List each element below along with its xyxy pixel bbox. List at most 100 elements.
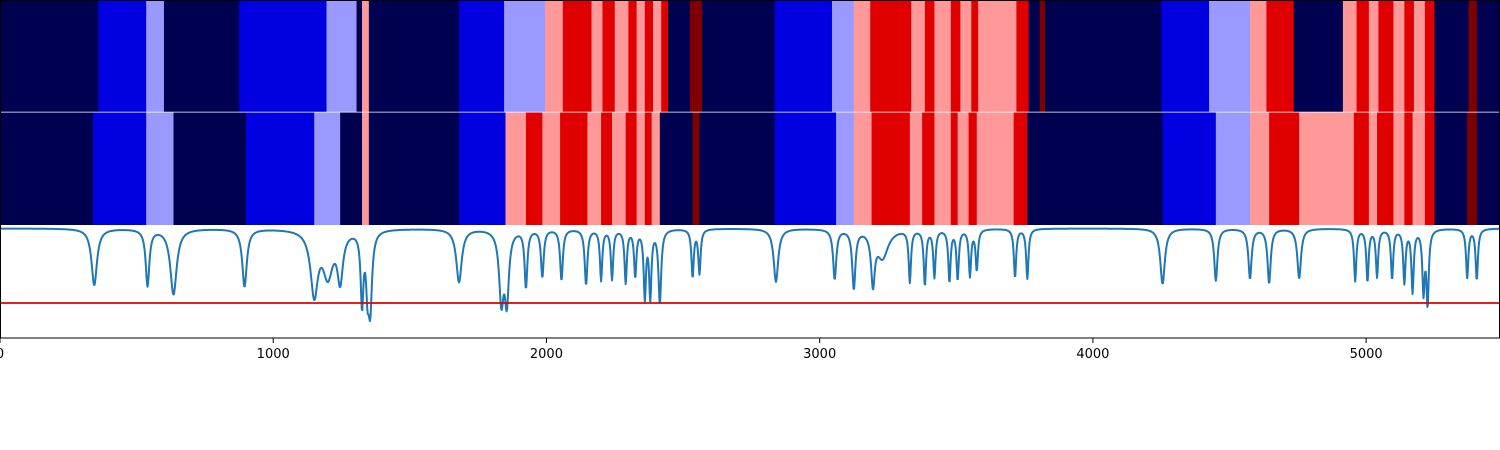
heatmap-cell xyxy=(1215,112,1251,225)
heatmap-cell xyxy=(950,112,959,225)
heatmap-cell xyxy=(971,0,979,113)
heatmap-cell xyxy=(0,112,94,225)
heatmap-cell xyxy=(1424,112,1436,225)
heatmap-cell xyxy=(689,0,703,113)
heatmap-cell xyxy=(0,0,99,113)
heatmap-cell xyxy=(668,0,691,113)
heatmap-cell xyxy=(651,112,661,225)
heatmap-cell xyxy=(1424,0,1436,113)
x-axis: 0 1000 2000 3000 4000 5000 xyxy=(0,338,1383,362)
heatmap-cell xyxy=(1293,0,1344,113)
heatmap-cell xyxy=(459,0,505,113)
heatmap-cell xyxy=(587,112,602,225)
heatmap-cell xyxy=(356,0,363,113)
x-tick-label: 0 xyxy=(0,347,4,362)
heatmap-cell xyxy=(1468,0,1478,113)
heatmap-cell xyxy=(853,112,873,225)
x-tick-label: 3000 xyxy=(803,347,836,362)
heatmap-cell xyxy=(1027,112,1164,225)
heatmap-cell xyxy=(505,112,527,225)
heatmap-cell xyxy=(163,0,240,113)
heatmap-cell xyxy=(870,0,912,113)
heatmap-cell xyxy=(146,112,175,225)
signal-line xyxy=(0,227,1500,323)
heatmap-cell xyxy=(625,112,638,225)
x-tick-label: 5000 xyxy=(1350,347,1383,362)
heatmap-cell xyxy=(1353,112,1370,225)
heatmap-cell xyxy=(601,112,613,225)
heatmap-cell xyxy=(628,0,638,113)
heatmap-cell xyxy=(774,112,837,225)
heatmap-cell xyxy=(314,112,341,225)
heatmap-cell xyxy=(699,112,776,225)
heatmap-cell xyxy=(326,0,358,113)
heatmap-cell xyxy=(968,112,978,225)
heatmap-cell xyxy=(368,0,460,113)
heatmap-cell xyxy=(562,0,593,113)
heatmap-cell xyxy=(934,112,952,225)
heatmap-cell xyxy=(653,0,662,113)
heatmap-cell xyxy=(1467,112,1478,225)
heatmap-cell xyxy=(924,0,936,113)
heatmap-cell xyxy=(612,112,627,225)
heatmap-cell xyxy=(922,112,936,225)
heatmap-cell xyxy=(909,112,923,225)
heatmap-cell xyxy=(1045,0,1162,113)
heatmap-cell xyxy=(1413,0,1426,113)
heatmap-cell xyxy=(239,0,328,113)
heatmap-cell xyxy=(98,0,147,113)
heatmap-cell xyxy=(1434,0,1470,113)
heatmap-cell xyxy=(1299,112,1355,225)
heatmap-cell xyxy=(1434,112,1468,225)
heatmap-cell xyxy=(934,0,952,113)
heatmap-cell xyxy=(542,112,561,225)
heatmap-cell xyxy=(1016,0,1030,113)
heatmap-cell xyxy=(1393,112,1405,225)
heatmap-cell xyxy=(950,0,961,113)
x-tick-label: 2000 xyxy=(530,347,563,362)
heatmap-cell xyxy=(1250,112,1270,225)
heatmap-cell xyxy=(1028,0,1041,113)
heatmap-cell xyxy=(976,112,1015,225)
heatmap-cell xyxy=(1269,112,1300,225)
heatmap-cell xyxy=(692,112,701,225)
heatmap-cell xyxy=(1368,0,1380,113)
heatmap-cell xyxy=(1476,0,1500,113)
heatmap-cell xyxy=(525,112,543,225)
x-tick-label: 1000 xyxy=(257,347,290,362)
heatmap-cell xyxy=(504,0,546,113)
heatmap-cell xyxy=(636,112,646,225)
heatmap-cell xyxy=(659,112,694,225)
heatmap-cell xyxy=(1404,0,1415,113)
heatmap-cell xyxy=(853,0,871,113)
heatmap-panel-top xyxy=(0,0,1500,113)
heatmap-cell xyxy=(459,112,507,225)
heatmap-cell xyxy=(774,0,833,113)
heatmap-cell xyxy=(362,112,370,225)
heatmap-cell xyxy=(1356,0,1370,113)
heatmap-panel-middle xyxy=(0,112,1500,225)
heatmap-cell xyxy=(871,112,911,225)
heatmap-cell xyxy=(1161,0,1210,113)
heatmap-cell xyxy=(831,0,855,113)
heatmap-cell xyxy=(978,0,1017,113)
heatmap-cell xyxy=(1476,112,1500,225)
heatmap-cell xyxy=(1013,112,1028,225)
heatmap-cell xyxy=(702,0,776,113)
heatmap-cell xyxy=(340,112,363,225)
heatmap-cell xyxy=(602,0,616,113)
heatmap-cell xyxy=(545,0,564,113)
x-tick-label: 4000 xyxy=(1076,347,1109,362)
heatmap-cell xyxy=(1250,0,1267,113)
heatmap-cell xyxy=(644,0,654,113)
heatmap-cell xyxy=(245,112,315,225)
heatmap-cell xyxy=(1393,0,1405,113)
heatmap-cell xyxy=(957,112,970,225)
line-panel-bottom xyxy=(0,227,1500,323)
heatmap-cell xyxy=(911,0,926,113)
heatmap-cell xyxy=(1209,0,1251,113)
heatmap-cell xyxy=(560,112,589,225)
heatmap-cell xyxy=(1404,112,1414,225)
heatmap-cell xyxy=(836,112,855,225)
